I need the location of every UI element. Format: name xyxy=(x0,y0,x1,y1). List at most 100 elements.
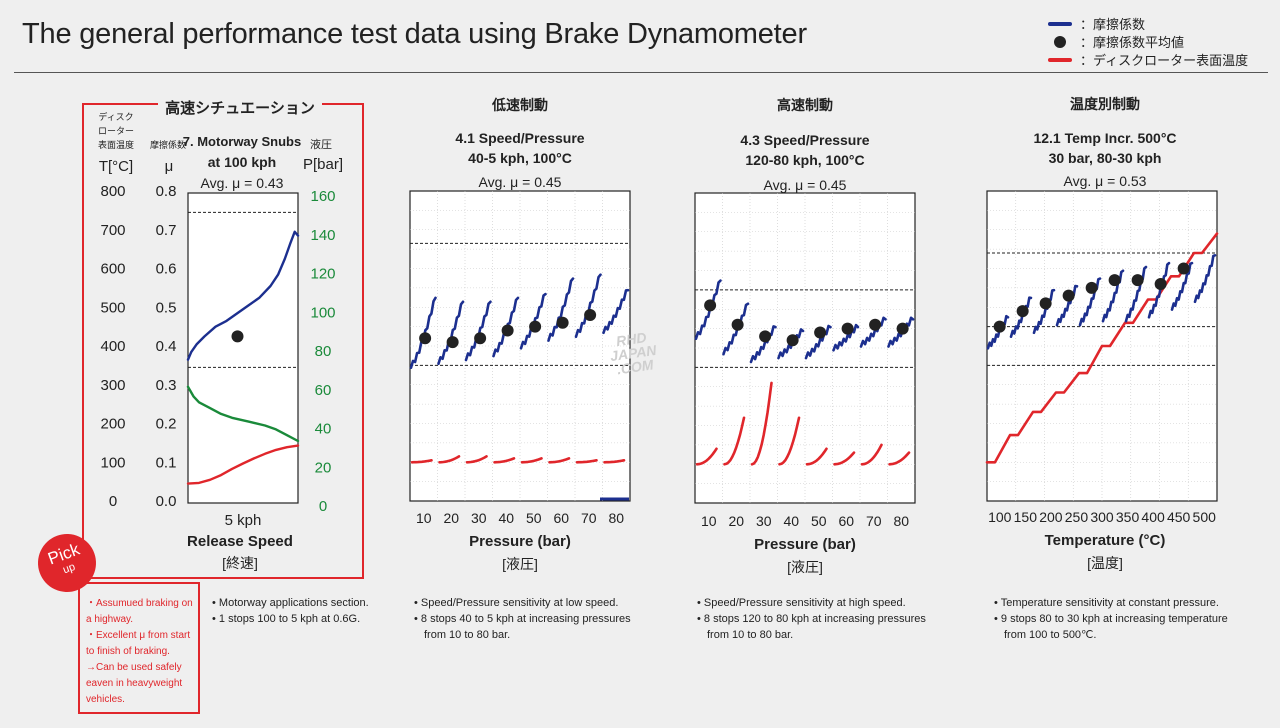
chart3-avg-dot xyxy=(704,299,717,312)
chart2-temp-line xyxy=(520,457,543,464)
chart3-avg-dot xyxy=(814,326,827,339)
chart3-temp-line xyxy=(860,443,883,466)
chart4-x-tick: 100 xyxy=(988,509,1012,525)
chart4-x-tick: 300 xyxy=(1090,509,1114,525)
chart3-temp-line xyxy=(695,447,718,466)
chart3-xlabel-jp: [液圧] xyxy=(787,559,823,575)
chart1-pressure-tick: 120 xyxy=(310,266,335,283)
chart1-friction-line xyxy=(186,230,300,361)
chart4-friction-line xyxy=(1147,261,1171,319)
watermark-logo: RHD JAPAN .COM xyxy=(607,329,659,377)
chart4-title-line: 30 bar, 80-30 kph xyxy=(1048,150,1162,166)
note-line: • Motorway applications section. xyxy=(212,597,369,609)
chart3-temp-line xyxy=(888,451,911,466)
note-line: • 9 stops 80 to 30 kph at increasing tem… xyxy=(994,613,1228,625)
pickup-heading-bg xyxy=(158,95,322,115)
chart1-temp-tick: 100 xyxy=(100,454,125,471)
chart3-x-tick: 80 xyxy=(893,513,909,529)
chart4-x-tick: 350 xyxy=(1116,509,1140,525)
chart1-notes: • Motorway applications section. • 1 sto… xyxy=(212,595,369,627)
title-divider xyxy=(14,72,1268,73)
legend-item-friction-avg: ：摩擦係数平均値 xyxy=(1048,32,1184,51)
note-line: • Speed/Pressure sensitivity at low spee… xyxy=(414,597,619,609)
chart4-avg-dot xyxy=(993,320,1006,333)
chart2-temp-line xyxy=(548,457,571,464)
chart2-x-tick: 20 xyxy=(443,510,459,526)
chart4-x-tick: 400 xyxy=(1141,509,1165,525)
pressure-axis-jp: 液圧 xyxy=(310,139,332,151)
chart3-temp-line xyxy=(723,416,746,466)
pickup-note-line: ・Excellent μ from start xyxy=(86,630,191,641)
mu-axis-jp: 摩擦係数 xyxy=(149,140,186,150)
temp-axis-jp: ディスク ローター 表面温度 xyxy=(96,110,136,152)
chart3-friction-line xyxy=(832,323,860,352)
chart3-avg-dot xyxy=(841,322,854,335)
legend-red-line-swatch xyxy=(1048,57,1072,62)
chart1-mu-tick: 0.7 xyxy=(156,222,177,239)
chart1-mu-tick: 0.5 xyxy=(156,299,177,316)
chart1-mu-tick: 0.8 xyxy=(156,183,177,200)
pickup-notes: ・Assumued braking on a highway. ・Excelle… xyxy=(78,582,200,714)
legend-label: ：摩擦係数平均値 xyxy=(1080,35,1185,50)
chart1-xlabel-jp: [終速] xyxy=(222,555,258,571)
chart1-mu-tick: 0.3 xyxy=(156,377,177,394)
chart1-temp-tick: 300 xyxy=(100,377,125,394)
chart3-temp-line xyxy=(778,416,801,466)
chart4-xlabel-jp: [温度] xyxy=(1087,555,1123,571)
chart1-mu-tick: 0.0 xyxy=(156,493,177,510)
chart3-avg-dot xyxy=(759,330,772,343)
chart3-temp-line xyxy=(805,447,828,466)
note-line: from 10 to 80 bar. xyxy=(707,629,794,641)
chart4-friction-line xyxy=(1032,288,1056,335)
legend-blue-line-swatch xyxy=(1048,21,1072,26)
chart1-temp-tick: 800 xyxy=(100,183,125,200)
chart4-avg-dot xyxy=(1085,281,1098,294)
chart3-temp-line xyxy=(833,451,856,466)
chart2-title: 4.1 Speed/Pressure 40-5 kph, 100°C xyxy=(420,128,620,168)
chart1-mu-tick: 0.4 xyxy=(156,338,177,355)
chart4-x-tick: 250 xyxy=(1065,509,1089,525)
chart2-avg-dot xyxy=(556,316,569,329)
chart2-avg-dot xyxy=(446,336,459,349)
chart4-avg-dot xyxy=(1177,262,1190,275)
pickup-note-line: ・Assumued braking on xyxy=(86,598,193,609)
chart1-plot-area xyxy=(187,192,299,504)
chart3-x-tick: 70 xyxy=(866,513,882,529)
chart2-avg-dot xyxy=(529,320,542,333)
pickup-note-line: a highway. xyxy=(86,614,134,625)
chart4-avg-dot xyxy=(1108,274,1121,287)
chart3-friction-line xyxy=(749,325,777,364)
chart2-temp-line xyxy=(465,455,488,464)
chart2-temp-line xyxy=(493,457,516,464)
note-line: • Temperature sensitivity at constant pr… xyxy=(994,597,1219,609)
chart3-xlabel: Pressure (bar) xyxy=(754,536,856,553)
chart1-temp-tick: 700 xyxy=(100,222,125,239)
chart1-temp-tick: 200 xyxy=(100,416,125,433)
chart2-x-tick: 70 xyxy=(581,510,597,526)
chart1-temp-tick: 500 xyxy=(100,299,125,316)
chart1-pressure-tick: 20 xyxy=(315,459,332,476)
pickup-note-line: eaven in heavyweight xyxy=(86,678,183,689)
chart3-avg-dot xyxy=(786,334,799,347)
chart1-x-tick: 5 kph xyxy=(225,512,262,529)
chart1-temp-tick: 0 xyxy=(109,493,117,510)
chart3-friction-line xyxy=(804,324,832,360)
note-line: from 10 to 80 bar. xyxy=(424,629,511,641)
chart2-temp-line xyxy=(603,458,626,464)
chart2-temp-line xyxy=(575,458,598,464)
chart1-mu-tick: 0.6 xyxy=(156,261,177,278)
chart3-x-tick: 10 xyxy=(701,513,717,529)
chart2-avg-dot xyxy=(419,332,432,345)
legend-item-disc-temp: ：ディスクローター表面温度 xyxy=(1048,50,1248,69)
mu-axis-unit: μ xyxy=(164,158,174,175)
chart4-avg-dot xyxy=(1062,289,1075,302)
chart1-pressure-tick: 80 xyxy=(315,343,332,360)
chart4-x-tick: 200 xyxy=(1039,509,1063,525)
chart1-avg-dot xyxy=(231,330,244,343)
chart3-x-tick: 40 xyxy=(783,513,799,529)
chart3-title: 4.3 Speed/Pressure 120-80 kph, 100°C xyxy=(705,130,905,170)
chart4-title: 12.1 Temp Incr. 500°C 30 bar, 80-30 kph xyxy=(1000,128,1210,168)
chart2-title-line: 40-5 kph, 100°C xyxy=(468,150,572,166)
chart3-heading: 高速制動 xyxy=(777,97,833,113)
